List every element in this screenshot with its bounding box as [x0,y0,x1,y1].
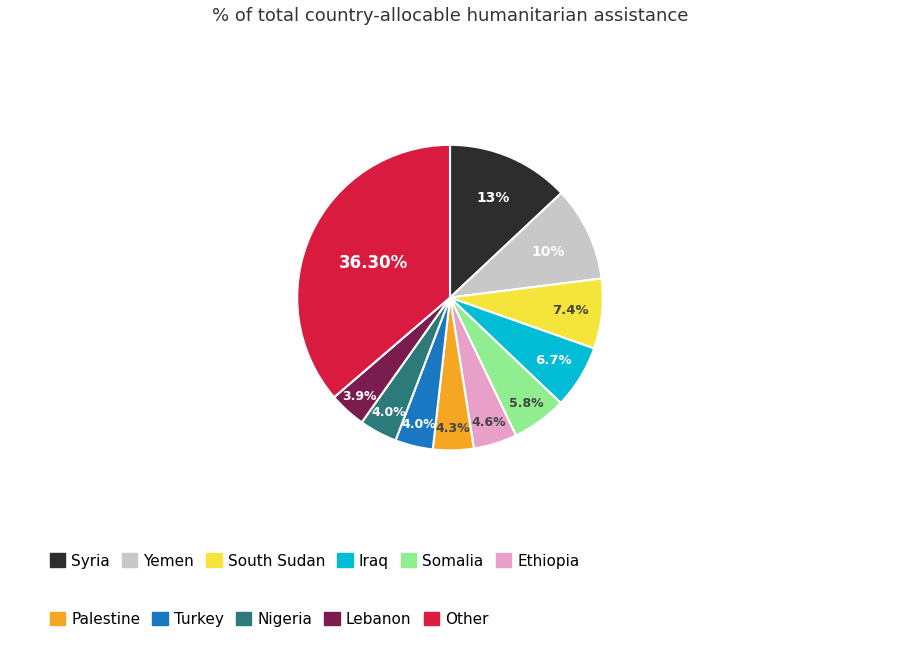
Legend: Syria, Yemen, South Sudan, Iraq, Somalia, Ethiopia: Syria, Yemen, South Sudan, Iraq, Somalia… [43,547,586,575]
Wedge shape [450,278,603,349]
Text: 4.6%: 4.6% [472,415,506,429]
Legend: Palestine, Turkey, Nigeria, Lebanon, Other: Palestine, Turkey, Nigeria, Lebanon, Oth… [43,606,495,633]
Wedge shape [395,298,450,450]
Text: 7.4%: 7.4% [552,304,589,317]
Wedge shape [297,145,450,397]
Wedge shape [450,298,516,448]
Text: 4.0%: 4.0% [401,418,436,431]
Text: 3.9%: 3.9% [343,390,377,403]
Text: 5.8%: 5.8% [509,397,544,410]
Title: % of total country-allocable humanitarian assistance: % of total country-allocable humanitaria… [212,7,688,25]
Text: 6.7%: 6.7% [535,355,572,367]
Wedge shape [450,193,601,298]
Wedge shape [362,298,450,441]
Wedge shape [334,298,450,422]
Text: 4.3%: 4.3% [436,422,470,435]
Wedge shape [450,298,594,403]
Text: 4.0%: 4.0% [371,406,406,419]
Text: 36.30%: 36.30% [339,254,409,272]
Text: 10%: 10% [531,245,564,259]
Wedge shape [433,298,474,450]
Wedge shape [450,145,562,298]
Wedge shape [450,298,561,435]
Text: 13%: 13% [476,192,509,206]
